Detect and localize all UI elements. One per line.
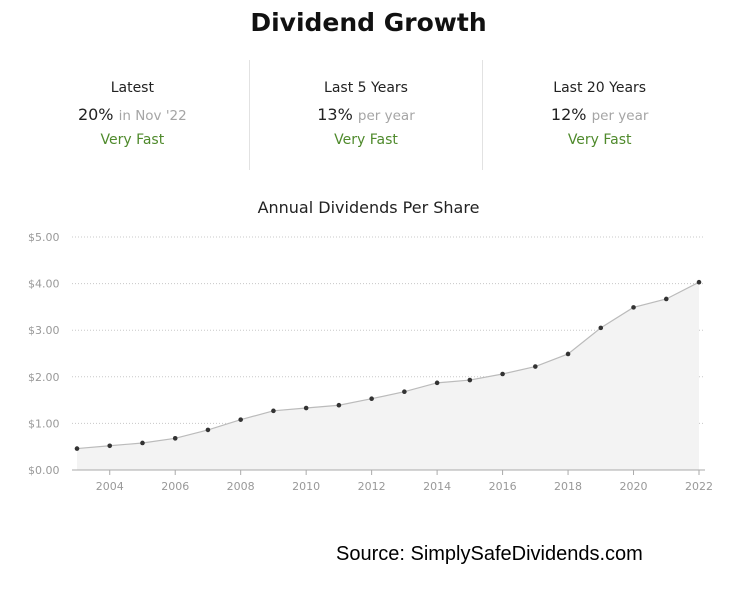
stat-value-line: 13% per year xyxy=(250,105,483,124)
stat-latest: Latest 20% in Nov '22 Very Fast xyxy=(16,60,249,170)
x-tick-label: 2008 xyxy=(227,480,255,493)
x-tick-label: 2006 xyxy=(161,480,189,493)
data-point xyxy=(303,405,309,411)
data-point xyxy=(74,446,80,451)
data-point xyxy=(434,380,440,386)
stat-value: 20% xyxy=(77,105,114,124)
data-point xyxy=(696,279,702,285)
stat-value: 13% xyxy=(317,105,353,124)
data-point xyxy=(500,371,505,377)
data-point xyxy=(402,389,407,395)
data-point xyxy=(565,351,571,357)
data-point xyxy=(107,443,113,449)
data-point xyxy=(631,305,636,310)
source-credit: Source: SimplySafeDividends.com xyxy=(336,543,643,565)
x-tick-label: 2018 xyxy=(554,480,582,493)
data-point xyxy=(238,417,243,422)
stat-label: Last 5 Years xyxy=(324,80,408,96)
stat-last-20-years: Last 20 Years 12% per year Very Fast xyxy=(482,60,716,170)
stat-value-line: 20% in Nov '22 xyxy=(16,105,249,124)
series-area xyxy=(77,282,699,470)
stat-rating: Very Fast xyxy=(334,132,398,148)
y-tick-label: $2.00 xyxy=(28,371,60,384)
chart-title: Annual Dividends Per Share xyxy=(257,198,480,217)
x-tick-label: 2016 xyxy=(489,480,517,493)
stats-panel: Latest 20% in Nov '22 Very Fast Last 5 Y… xyxy=(16,60,716,170)
stat-sub: per year xyxy=(357,108,415,124)
page-title: Dividend Growth xyxy=(250,8,487,37)
data-point xyxy=(467,377,473,383)
data-point xyxy=(172,436,178,441)
stat-value-line: 12% per year xyxy=(483,105,716,124)
dividends-chart: $0.00 $1.00 $2.00 $3.00 $4.00 $5.00 2004 2006 20… xyxy=(28,231,713,493)
stat-rating: Very Fast xyxy=(567,132,632,148)
x-tick-label: 2020 xyxy=(620,480,648,493)
series-line xyxy=(76,281,700,450)
data-point xyxy=(533,364,538,369)
x-tick-label: 2014 xyxy=(423,480,451,493)
y-tick-label: $5.00 xyxy=(28,231,60,244)
y-tick-label: $1.00 xyxy=(28,417,60,430)
data-point xyxy=(598,325,604,331)
stat-value: 12% xyxy=(550,105,587,124)
stat-rating: Very Fast xyxy=(100,132,165,148)
y-tick-label: $3.00 xyxy=(28,324,60,337)
y-tick-label: $4.00 xyxy=(28,278,60,291)
stat-label: Last 20 Years xyxy=(553,80,647,96)
data-point xyxy=(336,402,342,408)
x-tick-label: 2022 xyxy=(685,480,713,493)
x-tick-label: 2004 xyxy=(96,480,124,493)
data-point xyxy=(140,440,145,446)
data-point xyxy=(271,408,276,414)
stat-label: Latest xyxy=(110,80,154,96)
stat-sub: per year xyxy=(591,108,649,124)
data-point xyxy=(369,396,374,402)
data-point xyxy=(663,296,669,302)
x-tick-label: 2010 xyxy=(292,480,320,493)
stat-last-5-years: Last 5 Years 13% per year Very Fast xyxy=(248,60,483,170)
y-tick-label: $0.00 xyxy=(28,464,60,477)
data-point xyxy=(205,427,211,433)
stat-sub: in Nov '22 xyxy=(118,108,187,124)
x-tick-label: 2012 xyxy=(358,480,386,493)
